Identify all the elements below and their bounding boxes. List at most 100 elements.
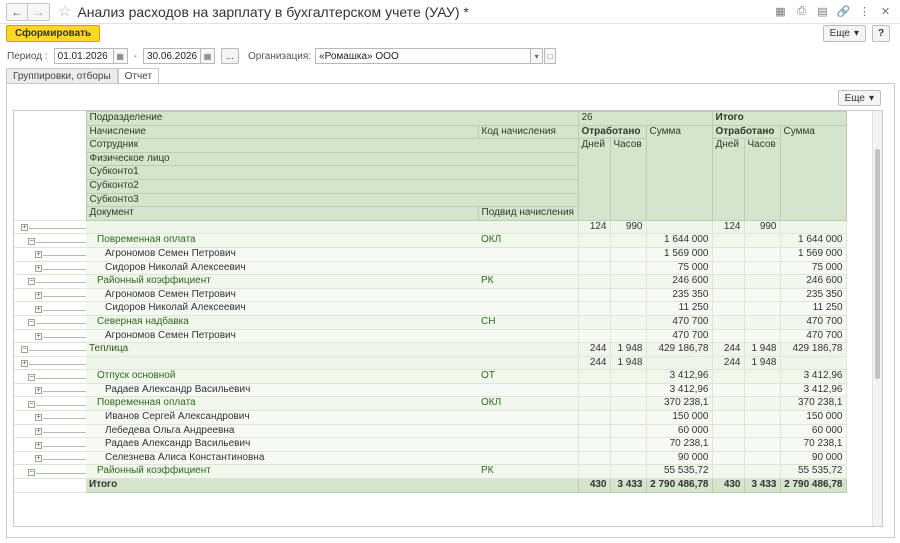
header-row: Субконто1 [14,165,846,180]
table-row[interactable]: Агрономов Семен Петрович 1 569 000 1 569 0… [14,246,847,262]
collapse-icon[interactable]: − [28,468,35,476]
expand-icon[interactable]: + [35,414,42,422]
table-row[interactable]: 124 990 124 990 [14,219,847,235]
table-row[interactable]: Сидоров Николай Алексеевич 11 250 11 250 [14,301,847,316]
calendar-icon[interactable]: ▦ [200,48,215,64]
row-value-h1: 990 [609,219,647,235]
total-value-d1: 430 [577,478,611,493]
collapse-icon[interactable]: − [28,373,35,381]
row-value-s1: 60 000 [645,423,713,439]
scrollbar-thumb[interactable] [875,149,880,379]
table-row[interactable]: Агрономов Семен Петрович 235 350 235 350 [14,287,847,303]
collapse-icon[interactable]: − [28,278,35,286]
tree-gutter-cell [14,396,86,412]
row-value-h1 [609,382,647,398]
collapse-icon[interactable]: + [21,359,28,367]
row-value-h2: 990 [743,219,781,235]
favorite-star-icon[interactable]: ☆ [58,3,72,20]
row-value-s1: 470 700 [645,328,713,344]
date-to-field[interactable]: 30.06.2026 [142,48,201,64]
expand-icon[interactable]: + [35,455,42,463]
forward-button[interactable]: → [28,2,50,21]
row-value-h2: 1 948 [743,355,781,371]
table-row[interactable]: Селезнева Алиса Константиновна 90 000 90 0… [14,450,847,466]
collapse-icon[interactable]: − [28,400,35,408]
collapse-icon[interactable]: + [21,224,28,232]
header-row: Субконто3 [14,192,846,208]
header-employee: Сотрудник [85,138,579,153]
row-label: Сидоров Николай Алексеевич [86,301,478,316]
org-field[interactable]: «Ромашка» ООО [315,48,532,64]
help-button[interactable]: ? [872,25,890,42]
row-value-h1 [609,450,647,466]
back-button[interactable]: ← [6,2,28,21]
close-icon[interactable]: ✕ [880,6,891,18]
total-value-s2: 2 790 486,78 [779,478,847,493]
expand-icon[interactable]: + [35,441,42,449]
tree-gutter-cell [14,314,86,330]
row-code [478,287,578,303]
row-value-h2 [743,301,781,316]
expand-icon[interactable]: + [35,292,42,300]
chevron-down-icon[interactable]: ▾ [531,48,544,64]
table-row[interactable]: Отпуск основной ОТ 3 412,96 3 412,96 [14,369,847,384]
open-icon[interactable]: □ [544,48,557,64]
collapse-icon[interactable]: − [28,319,35,327]
window-title: Анализ расходов на зарплату в бухгалтерс… [77,3,469,20]
more-vertical-icon[interactable]: ⋮ [859,6,870,18]
table-row[interactable]: 244 1 948 244 1 948 [14,355,847,371]
expand-icon[interactable]: + [35,264,42,272]
report-document[interactable]: Подразделение 26 Итого Начисление Код начисл… [13,110,883,527]
expand-icon[interactable]: + [35,332,42,340]
preview-icon[interactable]: ▤ [817,6,828,18]
table-row[interactable]: Районный коэффициент РК 246 600 246 600 [14,274,847,289]
report-more-button[interactable]: Еще ▾ [837,90,881,106]
row-code [478,382,578,398]
expand-icon[interactable]: + [35,387,42,395]
table-row[interactable]: Повременная оплата ОКЛ 370 238,1 370 238,1 [14,396,847,412]
table-row[interactable]: Агрономов Семен Петрович 470 700 470 700 [14,328,847,344]
table-row[interactable]: Районный коэффициент РК 55 535,72 55 535,72 [14,464,847,480]
tab-groupings[interactable]: Группировки, отборы [6,68,118,84]
expand-icon[interactable]: + [35,305,42,313]
more-button[interactable]: Еще ▾ [822,25,866,42]
period-select-button[interactable]: ... [220,48,239,64]
save-icon[interactable]: ▦ [775,6,786,18]
collapse-icon[interactable]: − [28,237,35,245]
row-code: СН [478,314,578,330]
report-more-label: Еще [844,92,865,104]
tab-report[interactable]: Отчет [117,68,160,85]
tree-gutter-cell [14,260,86,276]
header-row: Начисление Код начисления Отработано Сумма О… [14,124,847,221]
row-label: Районный коэффициент [86,274,478,289]
table-row[interactable]: Теплица 244 1 948 429 186,78 244 1 948 429 186… [14,342,847,357]
row-value-h2: 1 948 [743,342,781,357]
row-value-d1 [577,314,611,330]
header-row: Субконто2 [14,178,846,194]
date-from-field[interactable]: 01.01.2026 [53,48,114,64]
vertical-scrollbar[interactable] [872,111,882,526]
title-bar: ← → ☆ Анализ расходов на зарплату в бухг… [0,0,900,24]
row-value-h1 [609,233,647,248]
row-code [478,423,578,439]
expand-icon[interactable]: + [35,427,42,435]
collapse-icon[interactable]: − [21,346,28,354]
table-row[interactable]: Радаев Александр Васильевич 70 238,1 70 23… [14,437,847,452]
table-row[interactable]: Иванов Сергей Александрович 150 000 150 00… [14,410,847,425]
link-icon[interactable]: 🔗 [836,6,851,18]
row-value-s2 [779,219,847,235]
row-value-h2 [743,328,781,344]
table-row[interactable]: Сидоров Николай Алексеевич 75 000 75 000 [14,260,847,276]
calendar-icon[interactable]: ▦ [113,48,128,64]
row-value-h2 [743,464,781,480]
table-row[interactable]: Радаев Александр Васильевич 3 412,96 3 412… [14,382,847,398]
expand-icon[interactable]: + [35,251,42,259]
print-icon[interactable]: ⎙ [797,5,806,17]
table-row[interactable]: Лебедева Ольга Андреевна 60 000 60 000 [14,423,847,439]
generate-button[interactable]: Сформировать [6,25,101,42]
table-row[interactable]: Северная надбавка СН 470 700 470 700 [14,314,847,330]
total-row[interactable]: Итого 430 3 433 2 790 486,78 430 3 433 2 790 4… [14,478,847,493]
row-value-h1: 1 948 [609,355,647,371]
header-sum: Сумма [645,124,713,221]
table-row[interactable]: Повременная оплата ОКЛ 1 644 000 1 644 000 [14,233,847,248]
